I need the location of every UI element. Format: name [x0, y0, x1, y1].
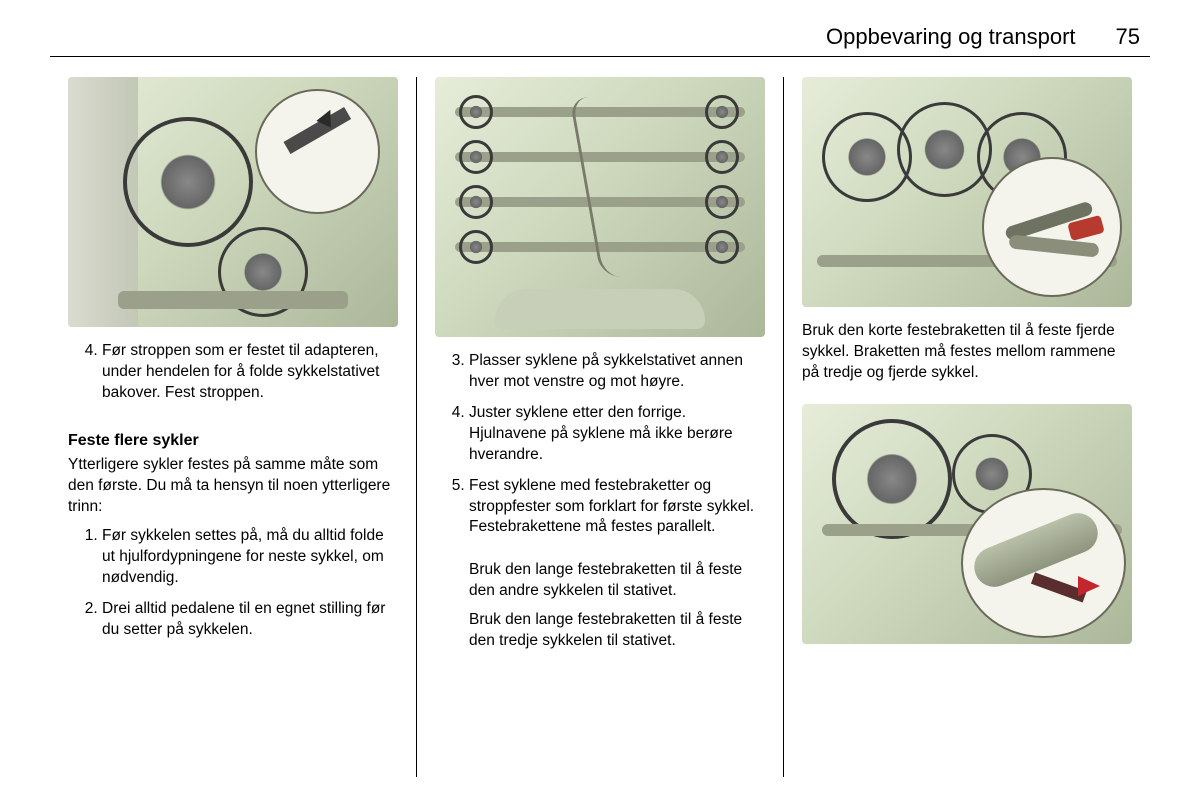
step-list-mounting: Plasser syklene på sykkelstativet annen …	[435, 351, 765, 548]
step-3: Plasser syklene på sykkelstativet annen …	[469, 351, 765, 393]
para-long-bracket-2nd: Bruk den lange festebraketten til å fest…	[435, 560, 765, 602]
subheading-more-bikes: Feste flere sykler	[68, 430, 398, 452]
step-list-additional: Før sykkelen settes på, må du alltid fol…	[68, 526, 398, 651]
figure-bike-on-carrier	[68, 77, 398, 327]
figure-short-bracket	[802, 77, 1132, 307]
step-4b: Juster syklene etter den forrige. Hjulna…	[469, 403, 765, 466]
page-number: 75	[1116, 24, 1140, 50]
column-1: Før stroppen som er festet til adapteren…	[50, 77, 416, 777]
step-5: Fest syklene med festebraketter og strop…	[469, 476, 765, 539]
column-3: Bruk den korte festebraketten til å fest…	[783, 77, 1150, 777]
page-header: Oppbevaring og transport 75	[50, 24, 1150, 57]
step-2: Drei alltid pedalene til en egnet stilli…	[102, 599, 398, 641]
step-4: Før stroppen som er festet til adapteren…	[102, 341, 398, 404]
step-1: Før sykkelen settes på, må du alltid fol…	[102, 526, 398, 589]
para-short-bracket: Bruk den korte festebraketten til å fest…	[802, 321, 1132, 384]
manual-page: Oppbevaring og transport 75	[0, 0, 1200, 802]
content-columns: Før stroppen som er festet til adapteren…	[50, 77, 1150, 777]
intro-paragraph: Ytterligere sykler festes på samme måte …	[68, 455, 398, 518]
para-long-bracket-3rd: Bruk den lange festebraketten til å fest…	[435, 610, 765, 652]
header-title: Oppbevaring og transport	[826, 24, 1076, 50]
step-list-continuation: Før stroppen som er festet til adapteren…	[68, 341, 398, 414]
column-2: Plasser syklene på sykkelstativet annen …	[416, 77, 783, 777]
figure-strap-detail	[802, 404, 1132, 644]
figure-rack-top-view	[435, 77, 765, 337]
